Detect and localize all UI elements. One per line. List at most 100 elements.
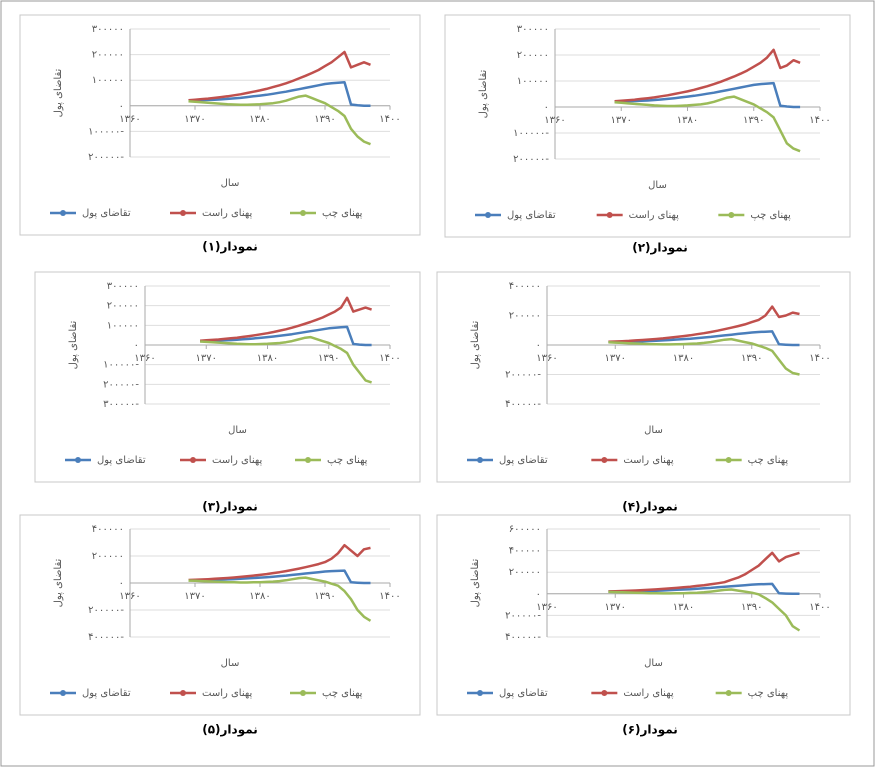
legend-marker	[60, 690, 66, 696]
chart-caption: نمودار(۳)	[202, 500, 258, 515]
x-tick-label: ۱۳۷۰	[184, 591, 205, 602]
x-tick-label: ۱۳۹۰	[743, 115, 764, 126]
y-tick-label: ۰	[134, 340, 139, 351]
series-line	[608, 305, 800, 344]
chart-caption: نمودار(۴)	[622, 500, 678, 515]
legend-label: تقاضای پول	[97, 455, 146, 466]
legend-marker	[180, 690, 186, 696]
x-tick-label: ۱۴۰۰	[809, 115, 830, 126]
x-tick-label: ۱۳۸۰	[673, 353, 694, 364]
x-axis-label: سال	[644, 425, 663, 436]
legend-label: پهنای راست	[202, 688, 252, 699]
y-axis-label: تقاضای پول	[470, 320, 481, 369]
chart: ۴۰۰۰۰۰- ۲۰۰۰۰۰- ۰ ۲۰۰۰۰۰ ۴۰۰۰۰۰ ۱۳۶۰ ۱۳۷۰ ۱۳۸۰ ۱…	[19, 514, 421, 738]
x-axis-label: سال	[221, 658, 240, 669]
chart-box	[34, 271, 421, 483]
y-tick-label: ۴۰۰۰۰۰-	[505, 399, 541, 410]
legend-label: پهنای چپ	[322, 688, 363, 699]
legend-label: تقاضای پول	[507, 210, 556, 221]
legend-label: پهنای چپ	[327, 455, 368, 466]
series-line	[188, 543, 371, 582]
series-line	[614, 48, 801, 103]
series-line	[188, 80, 371, 108]
legend-marker	[725, 690, 732, 696]
legend-label: تقاضای پول	[499, 455, 548, 466]
y-tick-label: ۲۰۰۰۰۰-	[505, 370, 541, 381]
x-axis-label: سال	[228, 425, 247, 436]
series-line	[608, 588, 801, 632]
legend-label: پهنای راست	[629, 210, 679, 221]
chart: ۲۰۰۰۰۰- ۱۰۰۰۰۰- ۰ ۱۰۰۰۰۰ ۲۰۰۰۰۰ ۳۰۰۰۰۰ ۱۳۶۰ ۱۳۷…	[19, 14, 421, 255]
chart-box	[19, 14, 421, 236]
y-tick-label: ۴۰۰۰۰۰-	[505, 632, 541, 643]
x-axis-label: سال	[644, 658, 663, 669]
legend-label: تقاضای پول	[82, 208, 131, 219]
y-axis-label: تقاضای پول	[68, 320, 79, 369]
x-tick-label: ۱۳۹۰	[741, 602, 762, 613]
x-tick-label: ۱۴۰۰	[379, 114, 400, 125]
x-tick-label: ۱۳۷۰	[184, 114, 205, 125]
x-tick-label: ۱۳۶۰	[119, 114, 140, 125]
x-tick-label: ۱۳۸۰	[677, 115, 698, 126]
chart-caption: نمودار(۶)	[622, 723, 678, 738]
legend-marker	[300, 690, 306, 696]
series-line	[188, 576, 372, 622]
legend-marker	[300, 210, 306, 216]
legend-label: پهنای چپ	[322, 208, 363, 219]
x-tick-label: ۱۳۸۰	[249, 591, 270, 602]
y-tick-label: ۱۰۰۰۰۰-	[88, 126, 124, 137]
y-tick-label: ۰	[119, 101, 124, 112]
chart: ۴۰۰۰۰۰- ۲۰۰۰۰۰- ۰ ۲۰۰۰۰۰ ۴۰۰۰۰۰ ۶۰۰۰۰۰ ۱۳۶۰ ۱۳۷…	[436, 514, 851, 738]
chart: ۲۰۰۰۰۰- ۱۰۰۰۰۰- ۰ ۱۰۰۰۰۰ ۲۰۰۰۰۰ ۳۰۰۰۰۰ ۱۳۶۰ ۱۳۷…	[444, 14, 851, 256]
x-tick-label: ۱۳۷۰	[605, 602, 626, 613]
y-tick-label: ۲۰۰۰۰۰	[509, 567, 541, 578]
x-tick-label: ۱۳۷۰	[605, 353, 626, 364]
y-tick-label: ۲۰۰۰۰۰	[92, 50, 124, 61]
y-tick-label: ۲۰۰۰۰۰	[107, 301, 139, 312]
y-tick-label: ۲۰۰۰۰۰	[92, 551, 124, 562]
x-tick-label: ۱۳۹۰	[314, 114, 335, 125]
y-tick-label: ۱۰۰۰۰۰-	[103, 360, 139, 371]
y-tick-label: ۲۰۰۰۰۰	[517, 50, 549, 61]
x-axis-label: سال	[648, 180, 667, 191]
x-tick-label: ۱۳۸۰	[257, 353, 278, 364]
chart-caption: نمودار(۱)	[202, 240, 258, 255]
y-axis-label: تقاضای پول	[53, 558, 64, 607]
series-line	[200, 325, 372, 347]
y-tick-label: ۰	[119, 578, 124, 589]
legend-label: پهنای چپ	[750, 210, 791, 221]
y-axis-label: تقاضای پول	[478, 69, 489, 118]
y-tick-label: ۱۰۰۰۰۰-	[513, 128, 549, 139]
x-tick-label: ۱۳۶۰	[134, 353, 155, 364]
x-tick-label: ۱۴۰۰	[809, 602, 830, 613]
x-tick-label: ۱۳۶۰	[544, 115, 565, 126]
chart-caption: نمودار(۲)	[632, 241, 688, 256]
legend-label: پهنای راست	[202, 208, 252, 219]
y-tick-label: ۲۰۰۰۰۰-	[513, 154, 549, 165]
legend-marker	[60, 210, 66, 216]
legend-label: تقاضای پول	[82, 688, 131, 699]
y-tick-label: ۴۰۰۰۰۰-	[88, 632, 124, 643]
series-line	[608, 551, 800, 593]
x-tick-label: ۱۴۰۰	[809, 353, 830, 364]
legend-marker	[725, 457, 732, 463]
y-tick-label: ۱۰۰۰۰۰	[107, 320, 139, 331]
legend-marker	[485, 212, 491, 218]
y-tick-label: ۳۰۰۰۰۰	[517, 24, 549, 35]
y-axis-label: تقاضای پول	[470, 558, 481, 607]
y-tick-label: ۴۰۰۰۰۰	[509, 281, 541, 292]
series-line	[200, 335, 372, 384]
legend-marker	[180, 210, 186, 216]
legend-marker	[75, 457, 81, 463]
chart-box	[436, 271, 851, 483]
y-tick-label: ۶۰۰۰۰۰	[509, 524, 541, 535]
legend-label: پهنای راست	[623, 455, 673, 466]
series-line	[614, 95, 801, 153]
y-axis-label: تقاضای پول	[53, 68, 64, 117]
legend-label: پهنای راست	[623, 688, 673, 699]
y-tick-label: ۳۰۰۰۰۰	[92, 24, 124, 35]
x-tick-label: ۱۳۹۰	[314, 591, 335, 602]
x-tick-label: ۱۳۷۰	[611, 115, 632, 126]
y-tick-label: ۲۰۰۰۰۰-	[88, 605, 124, 616]
